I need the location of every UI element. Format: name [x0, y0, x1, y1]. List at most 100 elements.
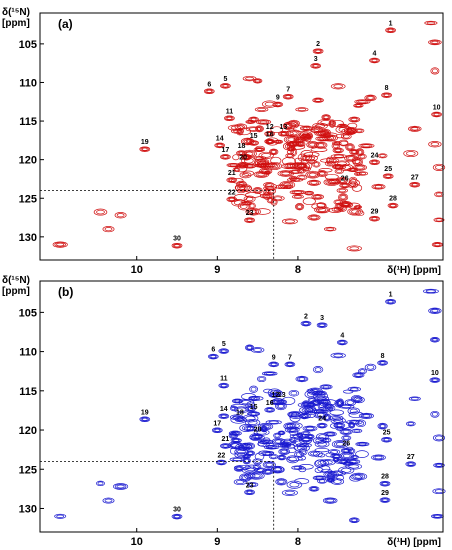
contour-peak: [357, 368, 367, 375]
contour-peak: [290, 162, 306, 170]
contour-peak: [330, 478, 345, 485]
contour-peak: [310, 215, 318, 220]
contour-peak: [432, 488, 446, 495]
peak-label: 30: [173, 507, 181, 514]
contour-peak: [327, 178, 342, 185]
contour-peak: [252, 78, 263, 84]
contour-peak: [233, 399, 242, 403]
peak-9: [268, 361, 280, 368]
x-axis-label: δ(¹H) [ppm]: [387, 537, 441, 548]
peak-label: 3: [314, 56, 318, 63]
contour-peak: [317, 460, 327, 466]
peak-17: [220, 154, 231, 160]
peak-27: [411, 183, 418, 187]
contour-peak: [255, 79, 261, 83]
contour-peak: [278, 443, 292, 448]
contour-peak: [265, 186, 275, 190]
contour-peak: [333, 471, 344, 476]
contour-peak: [243, 425, 257, 432]
contour-peak: [340, 133, 352, 140]
peak-25: [385, 174, 392, 178]
contour-peak: [232, 167, 241, 172]
contour-peak: [367, 96, 374, 100]
contour-peak: [346, 419, 363, 425]
contour-peak: [293, 163, 302, 168]
contour-peak: [247, 208, 260, 215]
peak-label: 11: [226, 108, 234, 115]
contour-peak: [275, 184, 288, 190]
contour-peak: [263, 371, 276, 376]
peak-3: [311, 63, 320, 69]
peak-16: [264, 138, 276, 145]
contour-peak: [260, 168, 271, 174]
contour-peak: [309, 398, 315, 402]
contour-peak: [289, 142, 298, 146]
contour-peak: [240, 442, 251, 449]
contour-peak: [289, 482, 300, 488]
contour-peak: [352, 395, 361, 402]
peak-6: [209, 354, 218, 359]
contour-peak: [259, 439, 272, 444]
contour-peak: [263, 188, 271, 197]
plot-frame: [39, 280, 444, 533]
contour-peak: [322, 385, 330, 389]
contour-peak: [333, 154, 345, 158]
contour-peak: [325, 404, 336, 412]
contour-peak: [335, 148, 342, 152]
contour-peak: [352, 455, 358, 459]
contour-peak: [433, 217, 445, 223]
peak-25: [382, 173, 394, 179]
contour-peak: [246, 473, 254, 479]
peak-9: [274, 102, 281, 107]
peak-6: [207, 353, 219, 360]
contour-peak: [355, 441, 370, 447]
contour-peak: [237, 127, 252, 136]
contour-peak: [278, 455, 286, 460]
peak-15: [248, 411, 259, 417]
contour-peak: [268, 420, 279, 424]
contour-peak: [319, 384, 333, 390]
peak-18: [238, 151, 245, 155]
contour-peak: [335, 442, 345, 447]
contour-peak: [301, 166, 311, 172]
contour-peak: [249, 203, 255, 209]
contour-peak: [304, 190, 315, 196]
peak-13: [280, 132, 287, 136]
contour-peak: [250, 117, 257, 122]
peak-8: [379, 361, 386, 365]
peak-7: [282, 93, 294, 100]
peak-26: [341, 183, 348, 188]
contour-peak: [379, 154, 386, 158]
peak-21: [226, 177, 238, 183]
peak-17: [214, 428, 221, 432]
contour-peak: [277, 170, 295, 177]
contour-peak: [243, 157, 254, 164]
contour-peak: [342, 429, 350, 434]
peak-4: [371, 58, 378, 63]
contour-peak: [293, 466, 303, 470]
contour-peak: [272, 389, 283, 397]
contour-peak: [358, 100, 367, 104]
contour-peak: [308, 450, 320, 457]
contour-peak: [346, 245, 362, 252]
peak-20: [253, 434, 262, 439]
contour-peak: [350, 455, 359, 460]
peak-14: [216, 143, 223, 147]
contour-peak: [431, 412, 438, 417]
peak-24: [370, 160, 379, 165]
peak-13: [278, 131, 289, 137]
x-tick-label: 8: [295, 264, 301, 276]
peak-4: [339, 340, 346, 345]
peak-25: [382, 437, 391, 442]
peak-7: [284, 94, 293, 99]
contour-peak: [405, 421, 416, 427]
contour-peak: [247, 420, 258, 425]
peak-30: [171, 242, 183, 249]
contour-peak: [242, 154, 251, 160]
peak-24: [317, 423, 327, 428]
contour-peak: [425, 289, 437, 293]
contour-peak: [336, 187, 348, 194]
peak-5: [220, 349, 227, 353]
peak-label: 7: [288, 354, 292, 361]
